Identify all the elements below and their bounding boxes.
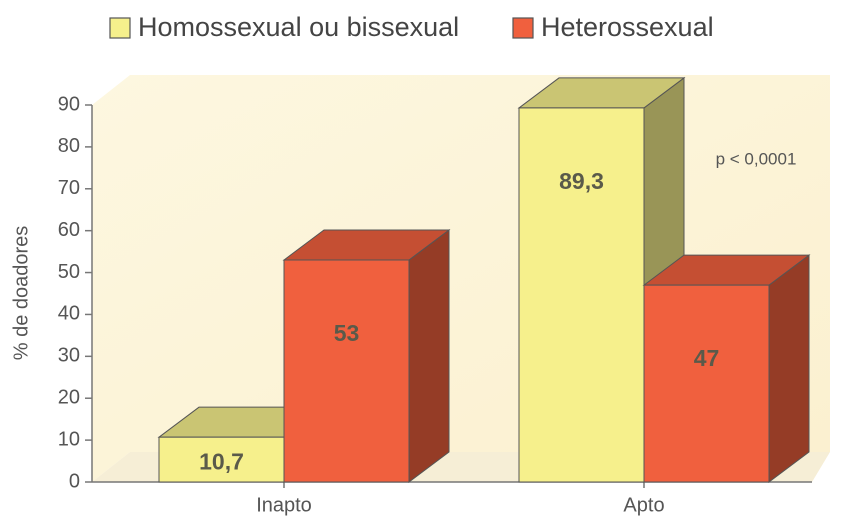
value-label: 10,7	[199, 449, 244, 475]
y-tick-label: 70	[58, 177, 80, 199]
y-tick-label: 90	[58, 93, 80, 115]
bar	[158, 436, 285, 483]
y-axis-label: % de doadores	[10, 226, 32, 361]
bar	[643, 284, 770, 483]
legend-label: Homossexual ou bissexual	[138, 12, 459, 42]
y-tick-label: 40	[58, 303, 80, 325]
bar-side	[408, 228, 450, 483]
y-tick-label: 60	[58, 219, 80, 241]
legend-swatch	[109, 17, 131, 39]
value-label: 47	[694, 345, 720, 371]
y-tick-label: 0	[69, 470, 80, 492]
y-tick-label: 20	[58, 387, 80, 409]
value-label: 53	[334, 320, 360, 346]
y-tick-label: 10	[58, 428, 80, 450]
annotation: p < 0,0001	[716, 149, 797, 168]
y-tick-label: 80	[58, 135, 80, 157]
bar	[518, 107, 645, 483]
bar	[283, 259, 410, 483]
y-tick-label: 30	[58, 345, 80, 367]
value-label: 89,3	[559, 168, 604, 194]
legend-label: Heterossexual	[541, 12, 714, 42]
x-tick-label: Inapto	[256, 494, 312, 516]
bar-side	[768, 254, 810, 483]
x-tick-label: Apto	[623, 494, 664, 516]
legend-swatch	[512, 17, 534, 39]
y-tick-label: 50	[58, 261, 80, 283]
